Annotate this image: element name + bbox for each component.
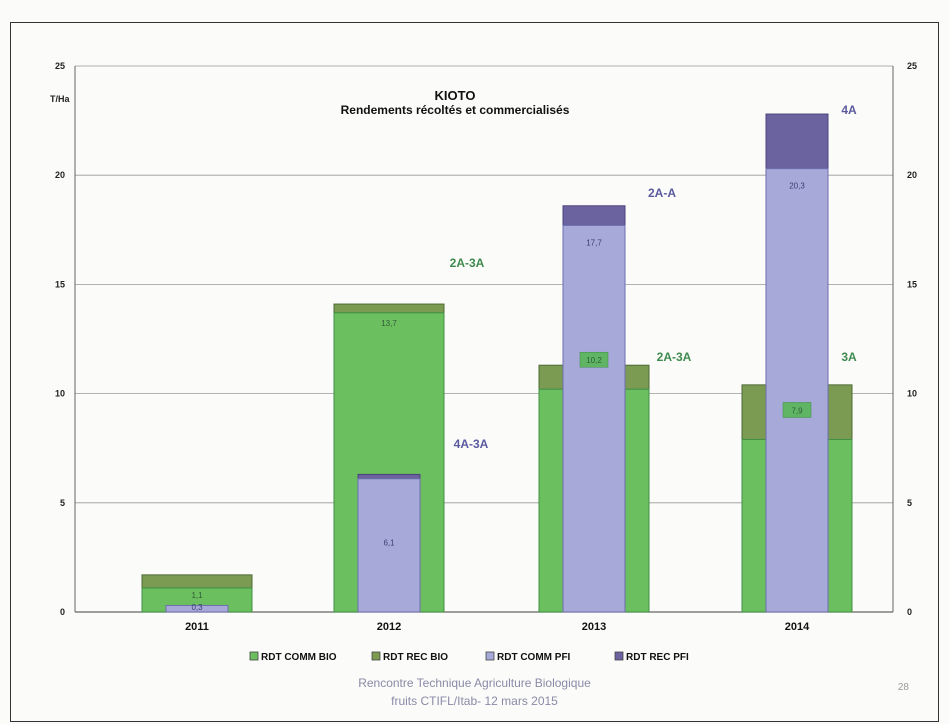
annotation-label: 4A-3A	[454, 437, 489, 451]
data-label-comm-bio: 10,2	[586, 356, 602, 365]
legend-swatch	[615, 652, 623, 660]
annotation-label: 2A-A	[648, 186, 676, 200]
y-tick-label-left: 10	[55, 389, 65, 399]
y-axis-label: T/Ha	[50, 94, 70, 104]
data-label-comm-pfi: 6,1	[383, 538, 395, 547]
data-label-comm-pfi: 20,3	[789, 182, 805, 191]
bar-rdt-comm-pfi	[563, 225, 625, 612]
x-tick-label: 2014	[785, 621, 810, 633]
annotation-label: 2A-3A	[657, 350, 692, 364]
bar-rdt-comm-pfi	[766, 169, 828, 612]
legend-swatch	[486, 652, 494, 660]
legend-swatch	[250, 652, 258, 660]
annotation-label: 3A	[841, 350, 857, 364]
legend-label: RDT COMM PFI	[497, 652, 571, 663]
legend-label: RDT COMM BIO	[261, 652, 337, 663]
y-tick-label-right: 15	[907, 279, 917, 289]
y-tick-label-left: 25	[55, 61, 65, 71]
chart-subtitle: Rendements récoltés et commercialisés	[341, 103, 570, 117]
y-tick-label-right: 10	[907, 389, 917, 399]
legend-swatch	[372, 652, 380, 660]
y-tick-label-right: 20	[907, 170, 917, 180]
data-label-comm-pfi: 0,3	[191, 603, 203, 612]
y-tick-label-left: 15	[55, 279, 65, 289]
y-tick-label-right: 5	[907, 498, 912, 508]
data-label-comm-bio: 1,1	[191, 591, 203, 600]
footer-line-1: Rencontre Technique Agriculture Biologiq…	[0, 676, 949, 690]
data-label-comm-bio: 13,7	[381, 319, 397, 328]
data-label-comm-bio: 7,9	[791, 406, 803, 415]
chart-title: KIOTO	[435, 88, 476, 103]
legend-label: RDT REC PFI	[626, 652, 689, 663]
y-tick-label-left: 5	[60, 498, 65, 508]
legend-label: RDT REC BIO	[383, 652, 448, 663]
y-tick-label-left: 0	[60, 607, 65, 617]
x-tick-label: 2011	[185, 621, 209, 633]
annotation-label: 2A-3A	[450, 256, 485, 270]
y-tick-label-right: 25	[907, 61, 917, 71]
x-tick-label: 2012	[377, 621, 401, 633]
data-label-comm-pfi: 17,7	[586, 238, 602, 247]
y-tick-label-left: 20	[55, 170, 65, 180]
bar-layer	[142, 114, 852, 612]
legend: RDT COMM BIO RDT REC BIO RDT COMM PFI RDT R…	[250, 652, 689, 663]
footer-line-2: fruits CTIFL/Itab- 12 mars 2015	[0, 694, 949, 708]
page-number: 28	[898, 682, 909, 693]
y-tick-label-right: 0	[907, 607, 912, 617]
annotation-label: 4A	[841, 103, 857, 117]
x-tick-label: 2013	[582, 621, 606, 633]
